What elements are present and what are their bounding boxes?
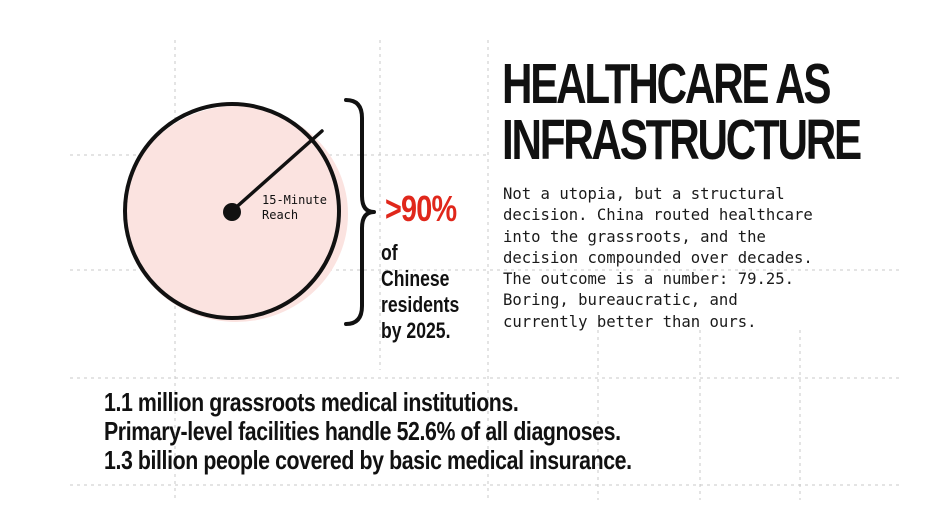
title-line-1: HEALTHCARE AS bbox=[502, 52, 832, 116]
reach-label-line-1: 15-Minute bbox=[262, 193, 328, 207]
title-line-2: INFRASTRUCTURE bbox=[502, 108, 862, 172]
body-line: Not a utopia, but a structural bbox=[503, 185, 785, 203]
reach-radius-line bbox=[230, 129, 324, 213]
reach-label-line-2: Reach bbox=[262, 208, 299, 222]
body-line: Boring, bureaucratic, and bbox=[503, 291, 738, 310]
body-line: The outcome is a number: 79.25. bbox=[503, 270, 795, 289]
page-title: HEALTHCARE AS INFRASTRUCTURE bbox=[502, 52, 862, 172]
facts-list: 1.1 million grassroots medical instituti… bbox=[104, 388, 632, 475]
body-line: decision compounded over decades. bbox=[503, 248, 813, 267]
stat-caption-line: residents bbox=[381, 292, 460, 317]
stat-caption-line: by 2025. bbox=[381, 318, 451, 343]
stat-caption-line: of bbox=[381, 240, 398, 265]
fact-item: 1.1 million grassroots medical instituti… bbox=[104, 387, 519, 417]
stat-caption-line: Chinese bbox=[381, 266, 450, 291]
body-line: decision. China routed healthcare bbox=[503, 206, 813, 225]
intro-paragraph: Not a utopia, but a structural decision.… bbox=[503, 184, 903, 333]
body-line: currently better than ours. bbox=[503, 312, 757, 331]
reach-circle bbox=[123, 102, 341, 320]
fact-item: 1.3 billion people covered by basic medi… bbox=[104, 445, 632, 475]
center-dot bbox=[223, 203, 241, 221]
reach-label: 15-Minute Reach bbox=[262, 193, 327, 223]
body-line: into the grassroots, and the bbox=[503, 227, 766, 246]
fact-item: Primary-level facilities handle 52.6% of… bbox=[104, 416, 621, 446]
curly-brace bbox=[344, 98, 376, 326]
stat-caption: of Chinese residents by 2025. bbox=[381, 240, 459, 344]
stat-value: >90% bbox=[385, 188, 457, 229]
